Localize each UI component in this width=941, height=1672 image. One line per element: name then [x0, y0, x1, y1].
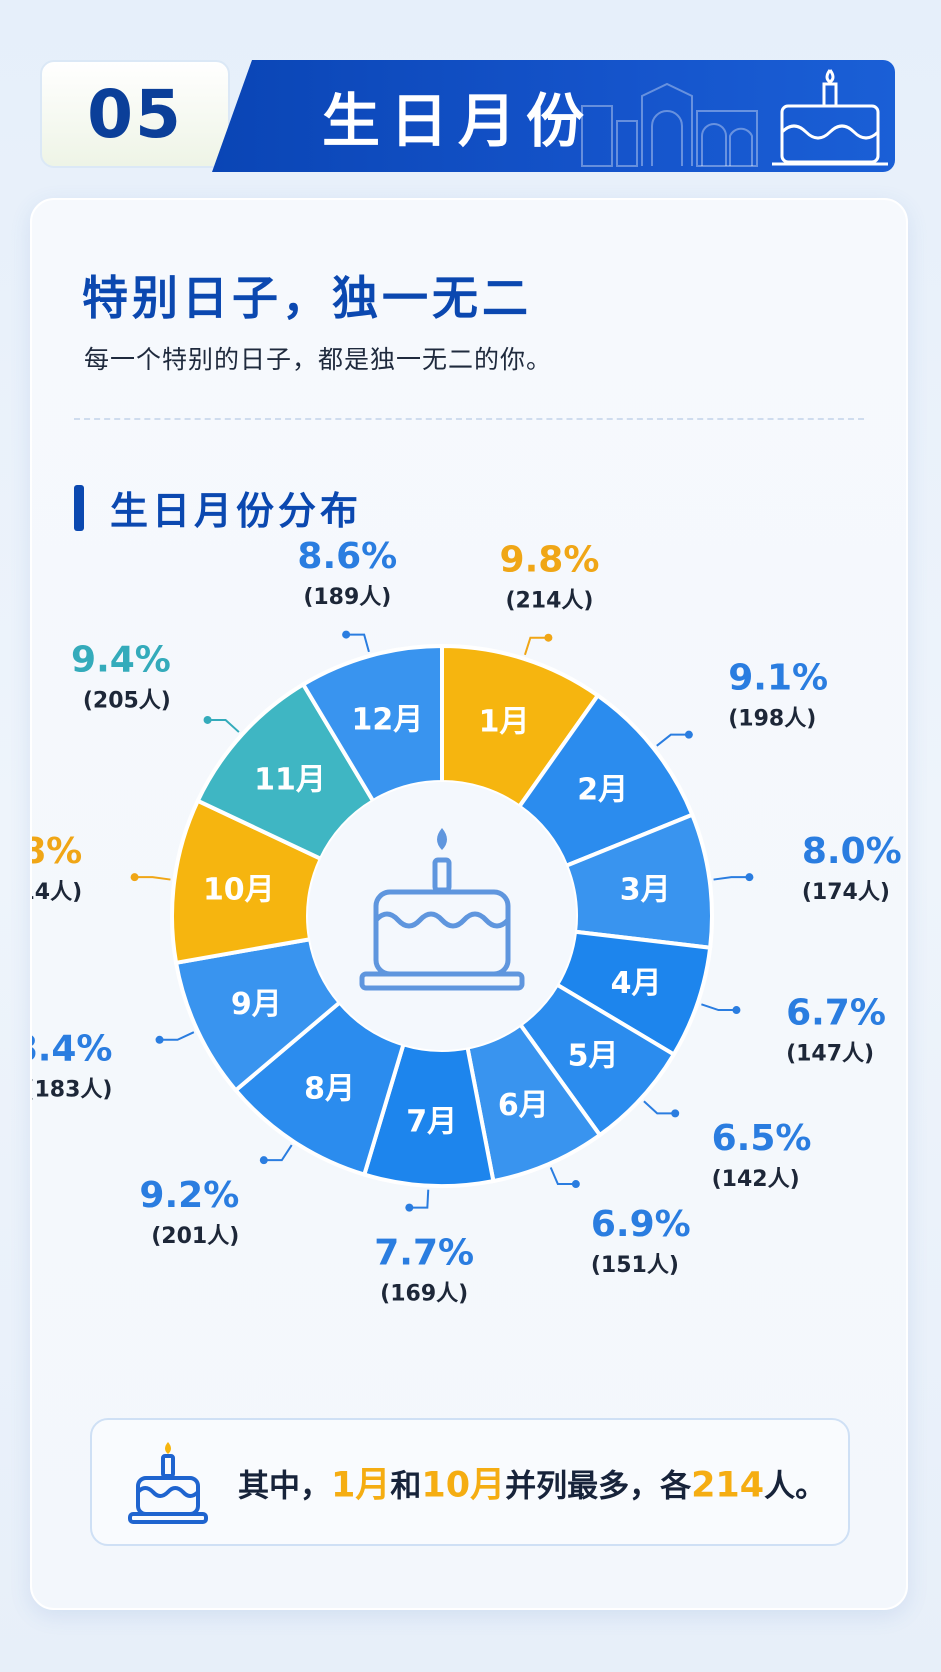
summary-month-2: 10月 [421, 1465, 506, 1506]
page-title: 生日月份 [322, 87, 595, 155]
donut-center [308, 782, 576, 1050]
slice-label-5: 5月 [568, 1039, 619, 1074]
leader-line-2 [656, 733, 689, 747]
slice-label-2: 2月 [577, 773, 628, 808]
count-label-9: (183人) [32, 1078, 112, 1103]
leader-dot-10 [130, 873, 139, 882]
leader-line-3 [713, 876, 750, 881]
leader-dot-5 [671, 1109, 680, 1118]
count-label-4: (147人) [786, 1041, 874, 1066]
summary-suffix: 人。 [764, 1468, 827, 1505]
count-label-12: (189人) [303, 585, 391, 610]
value-label-2: 9.1% [728, 658, 828, 699]
leader-line-12 [346, 633, 370, 653]
leader-dot-1 [544, 633, 553, 642]
slice-label-4: 4月 [611, 966, 662, 1001]
content-card: 特别日子，独一无二 每一个特别的日子，都是独一无二的你。 生日月份分布 1月 2月… [30, 198, 908, 1610]
section-number-box: 05 [40, 60, 230, 168]
value-label-1: 9.8% [500, 540, 600, 581]
value-label-9: 8.4% [32, 1029, 112, 1070]
leader-line-10 [134, 876, 171, 881]
leader-dot-3 [745, 873, 754, 882]
center-cake-icon [359, 828, 525, 991]
building-cake-decoration-icon [581, 69, 888, 167]
count-label-8: (201人) [151, 1224, 239, 1249]
count-label-5: (142人) [712, 1167, 800, 1192]
slice-label-7: 7月 [406, 1105, 457, 1140]
value-label-12: 8.6% [297, 536, 397, 577]
value-label-4: 6.7% [786, 992, 886, 1033]
slice-label-10: 10月 [203, 873, 275, 908]
summary-mid: 并列最多，各 [505, 1468, 692, 1505]
value-label-11: 9.4% [71, 640, 171, 681]
title-band: 生日月份 [212, 60, 895, 172]
page-header: 05 生日月份 [40, 60, 895, 172]
leader-dot-2 [684, 730, 693, 739]
leader-line-11 [207, 718, 240, 733]
summary-text: 其中，1月和10月并列最多，各214人。 [238, 1457, 826, 1508]
value-label-3: 8.0% [802, 831, 902, 872]
slice-label-9: 9月 [231, 987, 282, 1022]
leader-dot-11 [203, 715, 212, 724]
summary-count: 214 [691, 1465, 765, 1506]
value-label-8: 9.2% [139, 1175, 239, 1216]
leader-line-4 [701, 1003, 737, 1012]
birthday-month-donut-chart: 1月 2月 3月 4月 5月 6月 7月 8月 9月 10月 11月 12月 9.8% (214人) 9.… [32, 536, 902, 1307]
value-label-10: 9.8% [32, 831, 82, 872]
leader-line-8 [263, 1144, 293, 1162]
birthday-cake-icon [128, 1442, 208, 1524]
section-heading: 生日月份分布 [74, 480, 362, 535]
value-label-5: 6.5% [712, 1118, 812, 1159]
count-label-6: (151人) [591, 1253, 679, 1278]
leader-dot-7 [405, 1203, 414, 1212]
section-accent-bar [74, 484, 84, 531]
summary-conj: 和 [390, 1468, 422, 1505]
leader-dot-9 [155, 1035, 164, 1044]
count-label-3: (174人) [802, 880, 890, 905]
leader-line-7 [409, 1189, 430, 1209]
section-number: 05 [87, 75, 183, 153]
card-subtitle: 每一个特别的日子，都是独一无二的你。 [84, 345, 553, 374]
value-label-7: 7.7% [374, 1233, 474, 1274]
leader-dot-12 [342, 630, 351, 639]
slice-label-12: 12月 [351, 702, 423, 737]
leader-line-5 [643, 1100, 676, 1115]
slice-label-3: 3月 [620, 873, 671, 908]
value-label-6: 6.9% [591, 1204, 691, 1245]
leader-line-6 [549, 1167, 576, 1186]
count-label-11: (205人) [83, 689, 171, 714]
leader-dot-8 [259, 1156, 268, 1165]
leader-dot-6 [571, 1180, 580, 1189]
summary-month-1: 1月 [331, 1465, 391, 1506]
count-label-2: (198人) [728, 707, 816, 732]
slice-label-11: 11月 [254, 762, 326, 797]
leader-line-9 [159, 1031, 195, 1041]
leader-dot-4 [732, 1006, 741, 1015]
slice-label-6: 6月 [498, 1088, 549, 1123]
slice-label-1: 1月 [479, 705, 530, 740]
leader-line-1 [523, 636, 549, 656]
section-title: 生日月份分布 [110, 489, 363, 533]
dashed-divider [74, 418, 864, 420]
count-label-7: (169人) [380, 1282, 468, 1307]
summary-box: 其中，1月和10月并列最多，各214人。 [90, 1418, 850, 1546]
summary-prefix: 其中， [238, 1468, 331, 1505]
card-heading: 特别日子，独一无二 [82, 271, 532, 325]
slice-label-8: 8月 [304, 1071, 355, 1106]
count-label-1: (214人) [505, 589, 593, 614]
count-label-10: (214人) [32, 880, 82, 905]
